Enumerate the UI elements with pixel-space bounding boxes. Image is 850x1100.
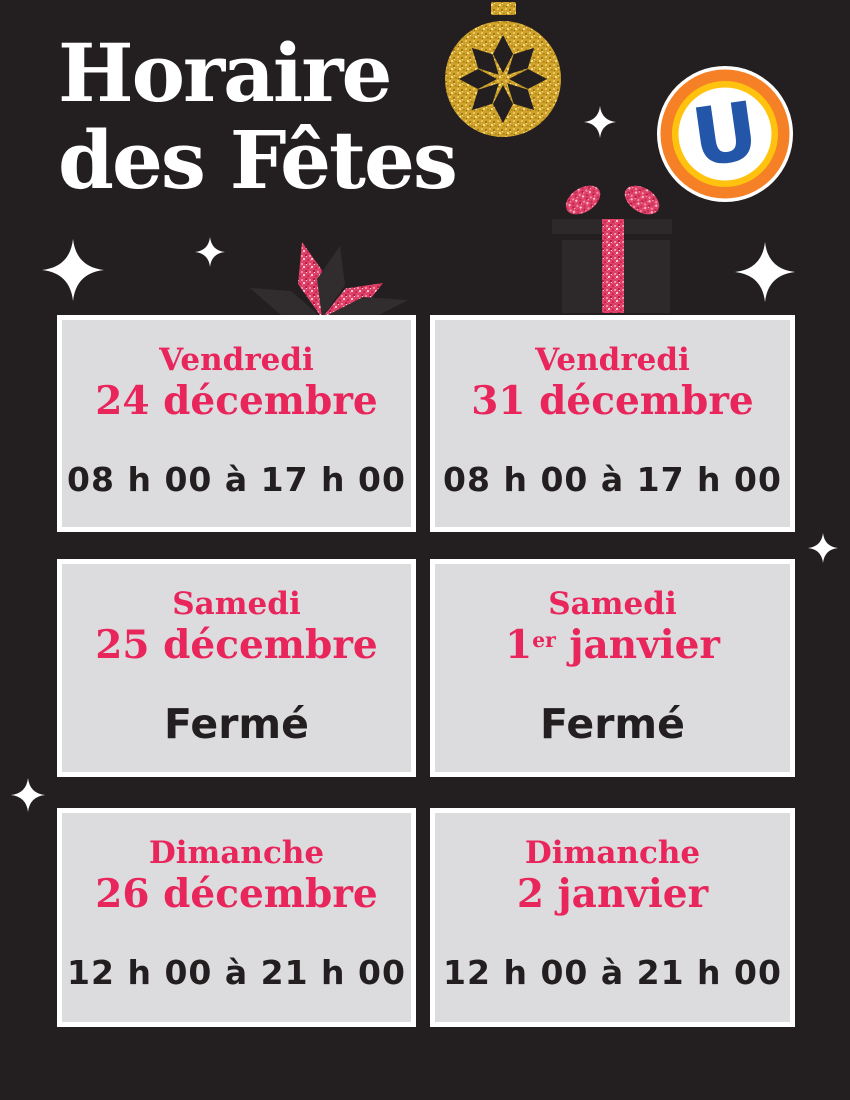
schedule-card-samedi-1er-janvier: Samedi 1er janvier Fermé [430,559,795,777]
sparkle-icon [11,778,45,812]
card-date: 2 janvier [516,871,709,917]
card-hours: 08 h 00 à 17 h 00 [67,460,406,499]
logo-letter: U [686,84,763,185]
leaf-fan-icon [250,242,408,318]
sparkle-icon [42,239,104,301]
title-line-1: Horaire [58,26,392,120]
card-hours: 12 h 00 à 21 h 00 [67,953,406,992]
schedule-card-dimanche-26-decembre: Dimanche 26 décembre 12 h 00 à 21 h 00 [57,808,416,1027]
card-day: Vendredi [159,342,314,378]
sparkle-icon [195,237,225,267]
gift-box-icon [552,185,672,313]
card-hours: Fermé [164,700,309,748]
card-hours: Fermé [540,700,685,748]
card-day: Samedi [548,586,677,622]
sparkle-icon [735,242,795,302]
card-day: Dimanche [148,835,325,871]
title-line-2: des Fêtes [58,113,458,207]
schedule-card-vendredi-24-decembre: Vendredi 24 décembre 08 h 00 à 17 h 00 [57,315,416,532]
card-date: 26 décembre [95,871,378,917]
card-day: Samedi [172,586,301,622]
schedule-card-vendredi-31-decembre: Vendredi 31 décembre 08 h 00 à 17 h 00 [430,315,795,532]
sparkle-icon [584,106,616,138]
card-hours: 12 h 00 à 21 h 00 [443,953,782,992]
schedule-card-dimanche-2-janvier: Dimanche 2 janvier 12 h 00 à 21 h 00 [430,808,795,1027]
u-brand-logo-icon: U [657,66,793,202]
schedule-card-samedi-25-decembre: Samedi 25 décembre Fermé [57,559,416,777]
sparkle-icon [808,533,838,563]
card-hours: 08 h 00 à 17 h 00 [443,460,782,499]
page-title: Horaire des Fêtes [58,26,458,207]
card-day: Vendredi [535,342,690,378]
card-date: 25 décembre [95,622,378,668]
card-date: 1er janvier [505,622,720,668]
card-date: 31 décembre [471,378,754,424]
card-day: Dimanche [524,835,701,871]
christmas-ornament-icon [445,2,561,137]
card-date: 24 décembre [95,378,378,424]
